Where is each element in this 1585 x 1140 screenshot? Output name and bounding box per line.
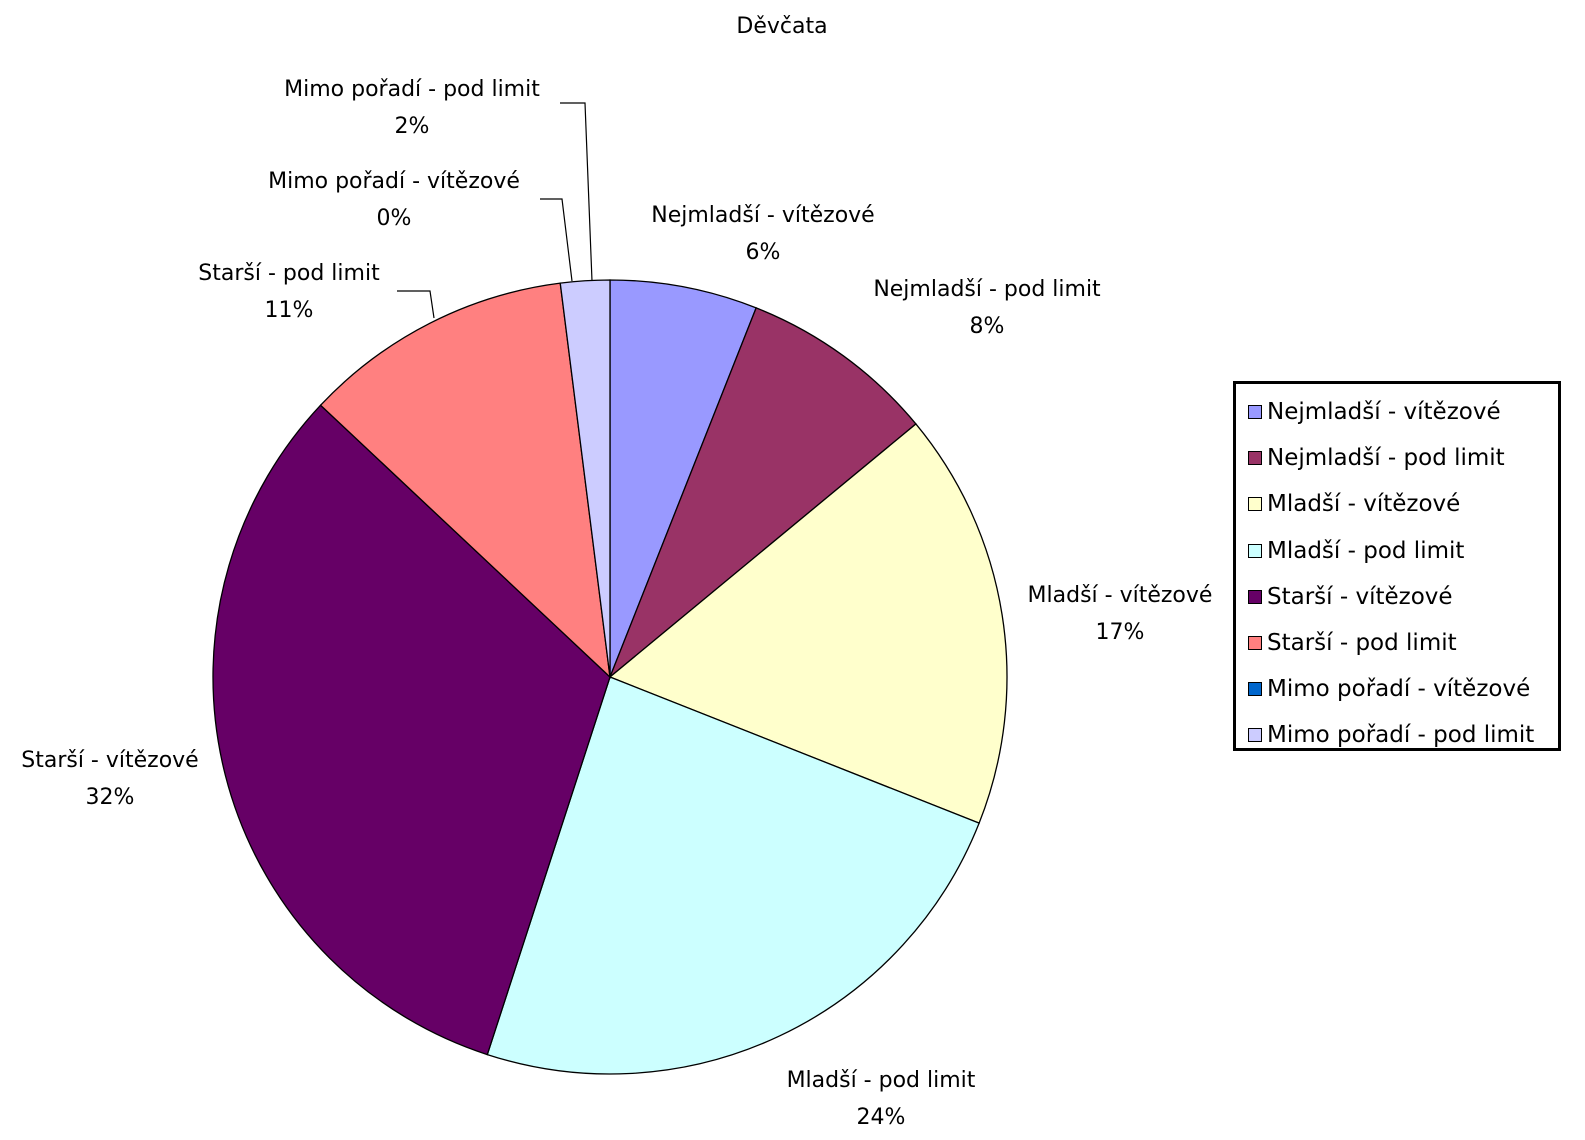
legend-swatch-mladsi-pod-limit: [1248, 543, 1262, 558]
legend-item-starsi-vitezove: Starší - vítězové: [1248, 582, 1453, 612]
slice-value-starsi-vitezove: 32%: [86, 785, 135, 810]
slice-value-mladsi-vitezove: 17%: [1096, 620, 1145, 645]
pie-slices: [212, 279, 1008, 1075]
slice-label-mimo-poradi-pod-limit: Mimo pořadí - pod limit: [284, 77, 540, 102]
slice-value-starsi-pod-limit: 11%: [265, 298, 314, 323]
slice-value-nejmladsi-pod-limit: 8%: [970, 314, 1005, 339]
legend-swatch-starsi-vitezove: [1248, 589, 1262, 604]
slice-label-mladsi-pod-limit: Mladší - pod limit: [787, 1068, 976, 1093]
slice-labels: Nejmladší - vítězové 6% Nejmladší - pod li…: [21, 77, 1212, 1130]
slice-label-nejmladsi-pod-limit: Nejmladší - pod limit: [873, 277, 1101, 302]
slice-label-mimo-poradi-vitezove: Mimo pořadí - vítězové: [268, 169, 520, 194]
legend-swatch-starsi-pod-limit: [1248, 636, 1262, 650]
leader-line-starsi-pod-limit: [397, 290, 435, 319]
legend-swatch-nejmladsi-vitezove: [1248, 405, 1262, 419]
chart-title: Děvčata: [736, 14, 827, 39]
slice-value-mladsi-pod-limit: 24%: [857, 1105, 906, 1130]
slice-value-mimo-poradi-vitezove: 0%: [377, 206, 412, 231]
pie-slice-mladsi-vitezove: [608, 423, 1008, 824]
legend-swatch-mladsi-vitezove: [1248, 497, 1262, 512]
legend: Nejmladší - vítězové Nejmladší - pod limi…: [1233, 381, 1561, 751]
pie-slice-mladsi-pod-limit: [486, 676, 980, 1075]
legend-swatch-nejmladsi-pod-limit: [1248, 451, 1262, 466]
leader-line-mimo-poradi-vitezove: [540, 198, 573, 282]
legend-label-mimo-poradi-pod-limit: Mimo pořadí - pod limit: [1267, 722, 1535, 749]
pie-slice-nejmladsi-pod-limit: [609, 307, 917, 678]
pie-slice-starsi-vitezove: [212, 404, 611, 1056]
slice-label-nejmladsi-vitezove: Nejmladší - vítězové: [651, 203, 874, 228]
legend-item-mimo-poradi-vitezove: Mimo pořadí - vítězové: [1248, 674, 1530, 704]
legend-swatch-mimo-poradi-vitezove: [1248, 682, 1262, 697]
slice-label-mladsi-vitezove: Mladší - vítězové: [1028, 583, 1213, 608]
slice-label-starsi-vitezove: Starší - vítězové: [21, 748, 198, 773]
legend-item-mimo-poradi-pod-limit: Mimo pořadí - pod limit: [1248, 720, 1534, 750]
legend-label-starsi-pod-limit: Starší - pod limit: [1267, 630, 1457, 656]
pie-slice-nejmladsi-vitezove: [609, 279, 757, 678]
pie-slice-starsi-pod-limit: [319, 282, 611, 679]
legend-item-mladsi-vitezove: Mladší - vítězové: [1248, 489, 1460, 519]
legend-label-mladsi-pod-limit: Mladší - pod limit: [1267, 537, 1465, 564]
legend-item-nejmladsi-vitezove: Nejmladší - vítězové: [1248, 397, 1501, 427]
legend-label-mladsi-vitezove: Mladší - vítězové: [1267, 491, 1461, 518]
slice-value-nejmladsi-vitezove: 6%: [746, 240, 781, 265]
legend-item-starsi-pod-limit: Starší - pod limit: [1248, 628, 1457, 658]
legend-item-nejmladsi-pod-limit: Nejmladší - pod limit: [1248, 443, 1505, 473]
legend-label-starsi-vitezove: Starší - vítězové: [1267, 583, 1453, 610]
slice-label-starsi-pod-limit: Starší - pod limit: [198, 261, 380, 286]
legend-label-mimo-poradi-vitezove: Mimo pořadí - vítězové: [1267, 676, 1531, 703]
legend-item-mladsi-pod-limit: Mladší - pod limit: [1248, 536, 1464, 566]
slice-value-mimo-poradi-pod-limit: 2%: [395, 114, 430, 139]
legend-label-nejmladsi-pod-limit: Nejmladší - pod limit: [1267, 445, 1505, 472]
leader-lines: [397, 102, 593, 319]
leader-line-mimo-poradi-pod-limit: [560, 102, 593, 282]
pie-slice-mimo-poradi-pod-limit: [559, 279, 611, 678]
legend-label-nejmladsi-vitezove: Nejmladší - vítězové: [1267, 399, 1501, 425]
legend-swatch-mimo-poradi-pod-limit: [1248, 728, 1262, 743]
